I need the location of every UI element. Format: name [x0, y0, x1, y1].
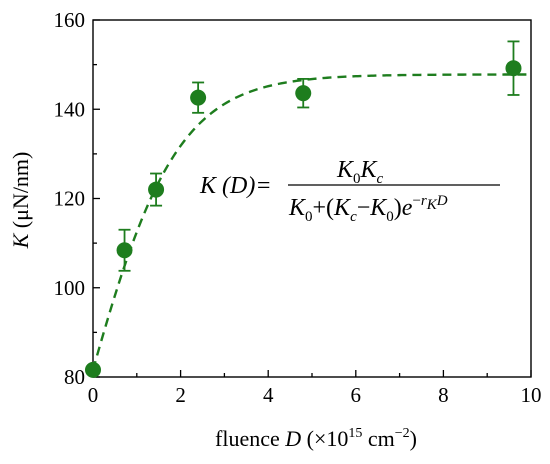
xlabel-close: )	[410, 426, 417, 451]
x-tick-label: 0	[88, 383, 99, 407]
x-tick-label: 8	[438, 383, 449, 407]
eq-den-subc: c	[350, 209, 357, 225]
x-axis-title: fluence D (×1015 cm−2)	[215, 426, 417, 451]
eq-exp-r: r	[421, 193, 427, 209]
xlabel-exp2: −2	[395, 426, 410, 441]
ylabel-unit: (μN/nm)	[8, 152, 33, 234]
eq-exp-subk: K	[426, 197, 438, 213]
y-axis-title: K (μN/nm)	[8, 152, 33, 250]
data-point	[85, 361, 101, 378]
eq-den-close: )	[394, 195, 402, 221]
xlabel-unit2: cm	[362, 426, 394, 451]
xlabel-exp: 15	[348, 426, 362, 441]
eq-den-sub0: 0	[305, 209, 313, 225]
ylabel-var: K	[8, 232, 33, 249]
eq-den-minus: −	[357, 195, 371, 221]
xlabel-unit: (×10	[307, 426, 349, 451]
data-point	[116, 242, 133, 259]
eq-exp-minus: −	[412, 193, 420, 209]
eq-den-e: e	[402, 195, 413, 221]
data-point	[505, 60, 522, 77]
data-point	[295, 85, 312, 102]
data-points	[85, 40, 522, 378]
x-tick-label: 4	[263, 383, 274, 407]
equation-denominator: K0+(Kc−K0)e−rKD	[288, 193, 448, 225]
eq-num-k0: K	[336, 157, 355, 183]
eq-num-sub0: 0	[353, 171, 361, 187]
y-tick-label: 100	[54, 276, 86, 300]
eq-den-kc: K	[333, 195, 352, 221]
data-point	[148, 181, 165, 198]
eq-num-subc: c	[377, 171, 384, 187]
y-tick-label: 160	[54, 8, 86, 32]
eq-exp-d: D	[436, 193, 448, 209]
eq-den-k0: K	[288, 195, 307, 221]
x-tick-label: 6	[351, 383, 362, 407]
eq-num-kc: K	[360, 157, 379, 183]
equation-numerator: K0Kc	[336, 157, 384, 187]
eq-den-sub0b: 0	[386, 209, 394, 225]
fit-curve	[91, 73, 531, 371]
y-tick-label: 140	[54, 97, 86, 121]
eq-den-paren: +(	[313, 195, 335, 221]
x-tick-label: 2	[175, 383, 186, 407]
axes: 0 2 4 6 8 10 80 100 120 140 160	[54, 8, 542, 407]
data-point	[190, 89, 207, 106]
eq-den-k0b: K	[369, 195, 388, 221]
equation-lhs: K (D)=	[199, 173, 272, 199]
equation-annotation: K (D)= K0Kc K0+(Kc−K0)e−rKD	[199, 157, 500, 225]
fit-curve-group	[91, 73, 531, 371]
xlabel-prefix: fluence	[215, 426, 285, 451]
xlabel-var: D	[284, 426, 301, 451]
y-tick-label: 80	[64, 365, 85, 389]
y-tick-label: 120	[54, 187, 86, 211]
x-tick-label: 10	[521, 383, 542, 407]
